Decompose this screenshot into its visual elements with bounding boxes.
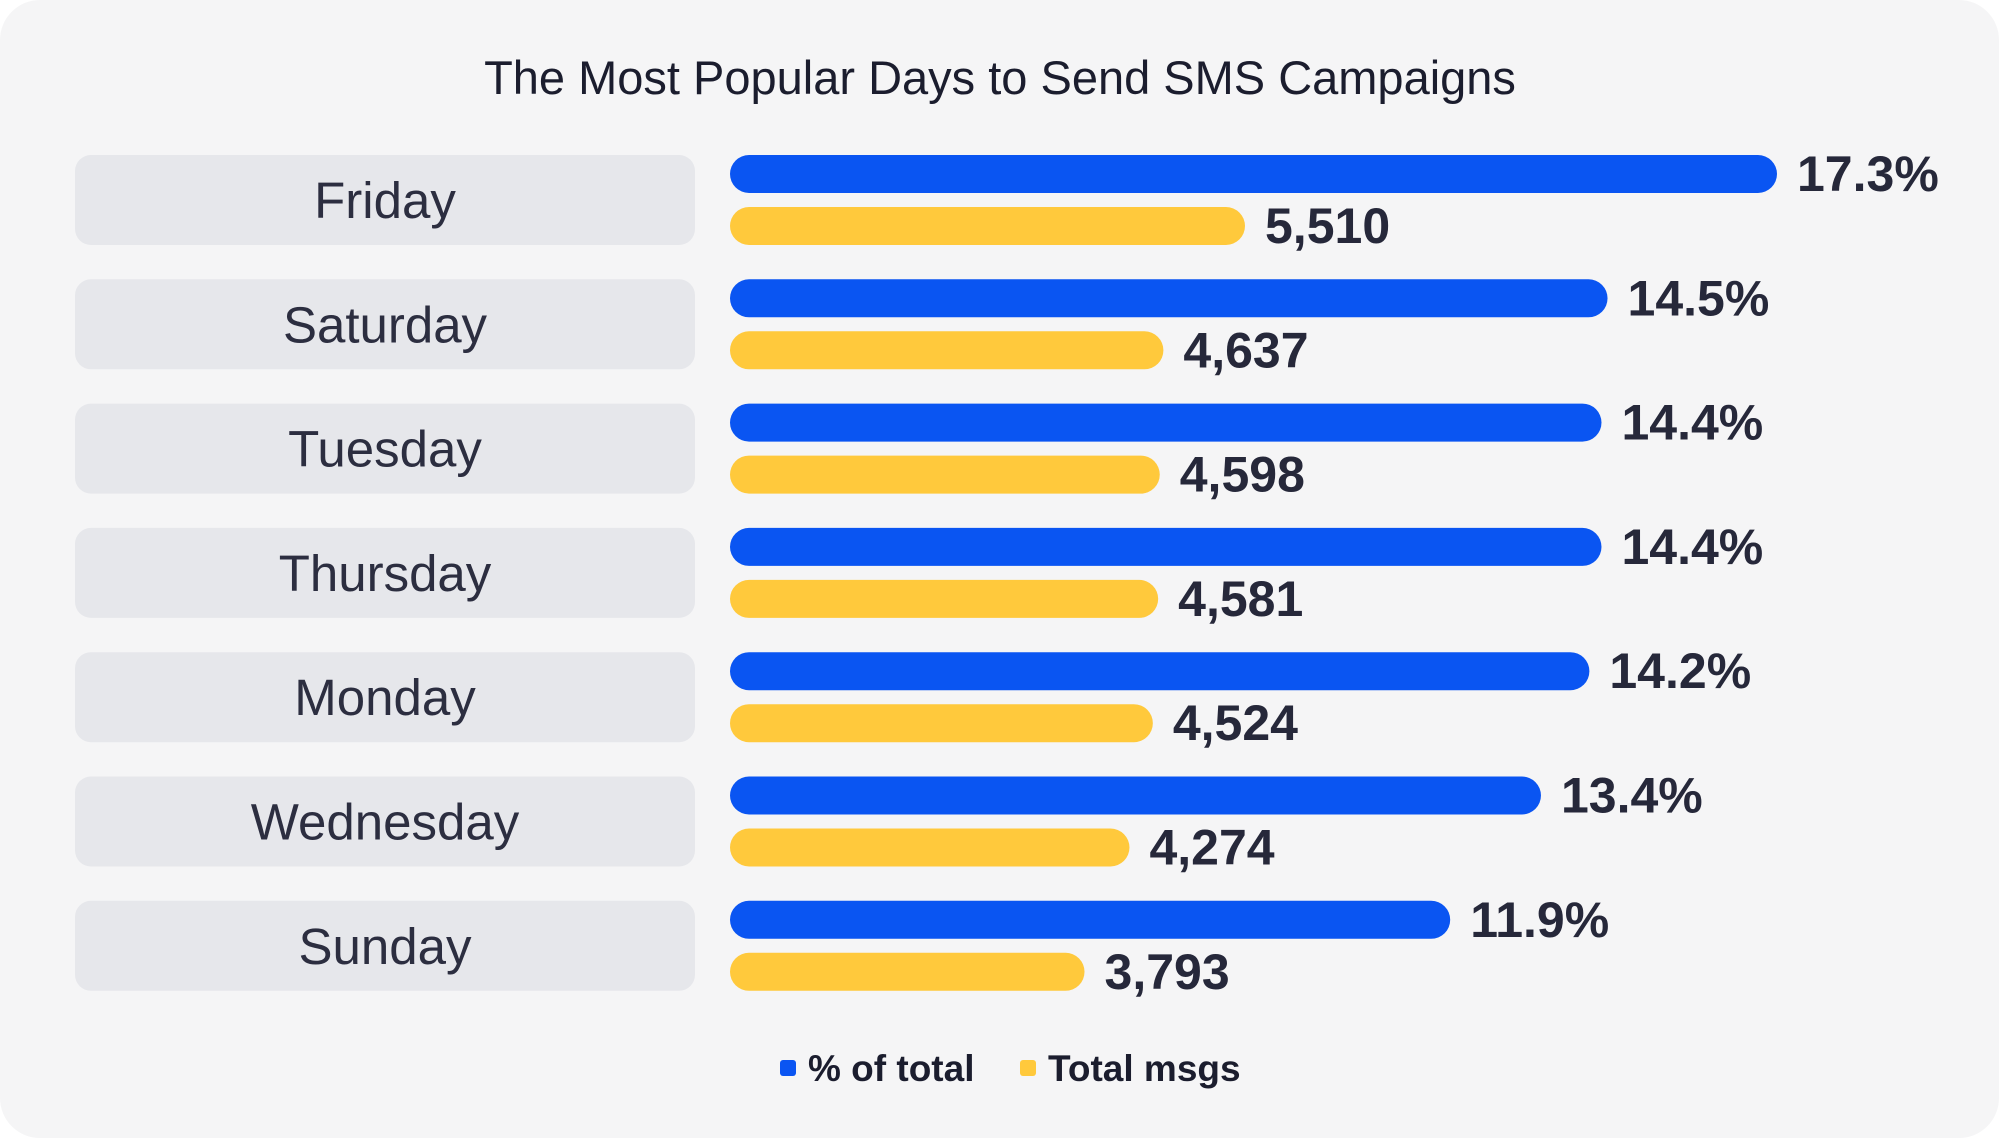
value-label-percent: 13.4%	[1561, 768, 1703, 824]
category-label-box	[75, 155, 695, 245]
category-label: Friday	[314, 172, 456, 229]
legend-swatch	[780, 1060, 796, 1076]
category-label-box	[75, 652, 695, 743]
chart-rows: Friday 17.3% 5,510 Saturday 14.5% 4,637 Tuesda…	[75, 146, 1939, 1000]
legend-label: Total msgs	[1048, 1048, 1241, 1089]
bar-percent-of-total	[730, 776, 1541, 815]
bar-percent-of-total	[730, 155, 1777, 193]
category-label-box	[75, 403, 695, 494]
legend-item-percent-of-total: % of total	[780, 1048, 974, 1089]
category-label: Tuesday	[288, 421, 482, 478]
bar-total-msgs	[730, 952, 1085, 991]
chart-title: The Most Popular Days to Send SMS Campai…	[484, 51, 1516, 104]
value-label-percent: 14.4%	[1621, 519, 1763, 575]
category-label-box	[75, 279, 695, 370]
legend-label: % of total	[808, 1048, 974, 1089]
row-monday: Monday 14.2% 4,524	[75, 643, 1751, 751]
bar-percent-of-total	[730, 900, 1451, 939]
value-label-percent: 14.5%	[1628, 270, 1770, 326]
bar-total-msgs	[730, 704, 1153, 743]
bar-percent-of-total	[730, 652, 1590, 691]
value-label-msgs: 4,274	[1149, 820, 1274, 876]
bar-total-msgs	[730, 207, 1245, 245]
bar-total-msgs	[730, 331, 1164, 370]
bar-percent-of-total	[730, 527, 1602, 566]
bar-total-msgs	[730, 579, 1159, 618]
value-label-msgs: 3,793	[1105, 944, 1230, 1000]
value-label-msgs: 4,637	[1183, 322, 1308, 378]
value-label-percent: 11.9%	[1470, 892, 1609, 948]
row-friday: Friday 17.3% 5,510	[75, 146, 1939, 254]
category-label-box	[75, 900, 695, 991]
category-label: Monday	[294, 669, 476, 726]
legend-item-total-msgs: Total msgs	[1020, 1048, 1241, 1089]
row-wednesday: Wednesday 13.4% 4,274	[75, 768, 1703, 876]
category-label: Sunday	[299, 918, 472, 975]
value-label-msgs: 5,510	[1265, 198, 1390, 254]
chart-legend: % of total Total msgs	[780, 1048, 1241, 1089]
value-label-msgs: 4,598	[1180, 447, 1305, 503]
value-label-msgs: 4,581	[1178, 571, 1303, 627]
value-label-percent: 17.3%	[1797, 146, 1939, 202]
bar-total-msgs	[730, 455, 1160, 494]
value-label-percent: 14.4%	[1621, 395, 1763, 451]
category-label-box	[75, 776, 695, 867]
category-label: Wednesday	[251, 794, 520, 851]
row-tuesday: Tuesday 14.4% 4,598	[75, 395, 1763, 503]
bar-total-msgs	[730, 828, 1130, 867]
category-label-box	[75, 527, 695, 618]
row-thursday: Thursday 14.4% 4,581	[75, 519, 1763, 627]
bar-percent-of-total	[730, 403, 1602, 442]
category-label: Thursday	[279, 545, 492, 602]
bar-percent-of-total	[730, 279, 1608, 318]
category-label: Saturday	[283, 296, 488, 353]
legend-swatch	[1020, 1060, 1036, 1076]
row-saturday: Saturday 14.5% 4,637	[75, 270, 1769, 378]
row-sunday: Sunday 11.9% 3,793	[75, 892, 1609, 1000]
value-label-percent: 14.2%	[1609, 643, 1751, 699]
value-label-msgs: 4,524	[1173, 695, 1298, 751]
